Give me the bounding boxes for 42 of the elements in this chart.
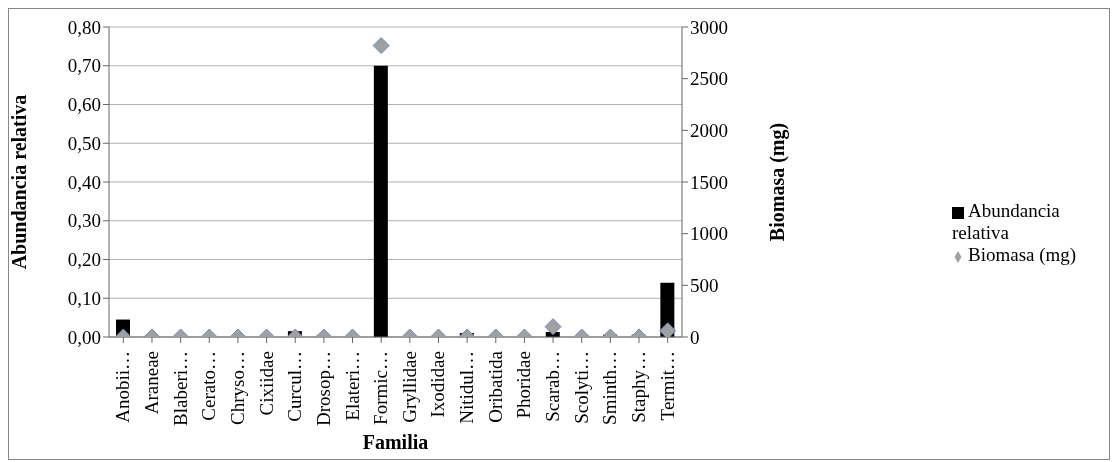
x-tick-label: Termit… xyxy=(656,351,678,421)
x-tick-label: Nitidul… xyxy=(456,351,478,424)
y-tick-label: 0,70 xyxy=(67,55,101,77)
x-tick-label: Anobii… xyxy=(112,351,134,423)
x-tick-label: Phoridae xyxy=(513,351,535,419)
x-tick-label: Gryllidae xyxy=(398,351,420,423)
y-tick-label: 0,40 xyxy=(67,171,101,193)
y2-axis-title: Biomasa (mg) xyxy=(766,122,790,242)
y-tick-label: 0,10 xyxy=(67,287,101,309)
y2-tick-label: 500 xyxy=(690,275,719,297)
x-tick-label: Sminth… xyxy=(599,351,621,425)
x-tick-label: Araneae xyxy=(140,351,162,415)
x-axis-title: Familia xyxy=(362,431,429,453)
y2-tick-label: 0 xyxy=(690,326,700,348)
y2-tick-label: 1500 xyxy=(690,171,728,193)
x-tick-label: Staphy… xyxy=(628,351,650,423)
y-tick-label: 0,30 xyxy=(67,210,101,232)
x-tick-label: Scolyti… xyxy=(570,351,592,424)
x-tick-label: Scarab… xyxy=(542,351,564,422)
y2-tick-label: 3000 xyxy=(690,16,728,38)
y2-tick-label: 2000 xyxy=(690,120,728,142)
x-tick-label: Oribatida xyxy=(484,350,506,423)
x-tick-label: Cixiidae xyxy=(255,351,277,416)
bar xyxy=(373,65,388,337)
y2-tick-label: 1000 xyxy=(690,223,728,245)
y-tick-label: 0,80 xyxy=(67,16,101,38)
x-tick-label: Blaberi… xyxy=(169,351,191,426)
y-tick-label: 0,50 xyxy=(67,132,101,154)
legend-label: Biomasa (mg) xyxy=(968,244,1077,265)
x-tick-label: Formic… xyxy=(370,351,392,425)
y-tick-label: 0,20 xyxy=(67,249,101,271)
x-tick-label: Elateri… xyxy=(341,351,363,421)
legend-label: Abundancia relativa xyxy=(952,200,1060,243)
y-tick-label: 0,00 xyxy=(67,326,101,348)
x-tick-label: Cerato… xyxy=(198,351,220,421)
x-tick-label: Drosop… xyxy=(312,351,334,426)
x-tick-label: Curcul… xyxy=(284,351,306,422)
y-tick-label: 0,60 xyxy=(67,94,101,116)
y-axis-title: Abundancia relativa xyxy=(8,94,31,270)
x-tick-label: Chryso… xyxy=(226,351,248,425)
y2-tick-label: 2500 xyxy=(690,68,728,90)
x-tick-label: Ixodidae xyxy=(427,351,449,418)
